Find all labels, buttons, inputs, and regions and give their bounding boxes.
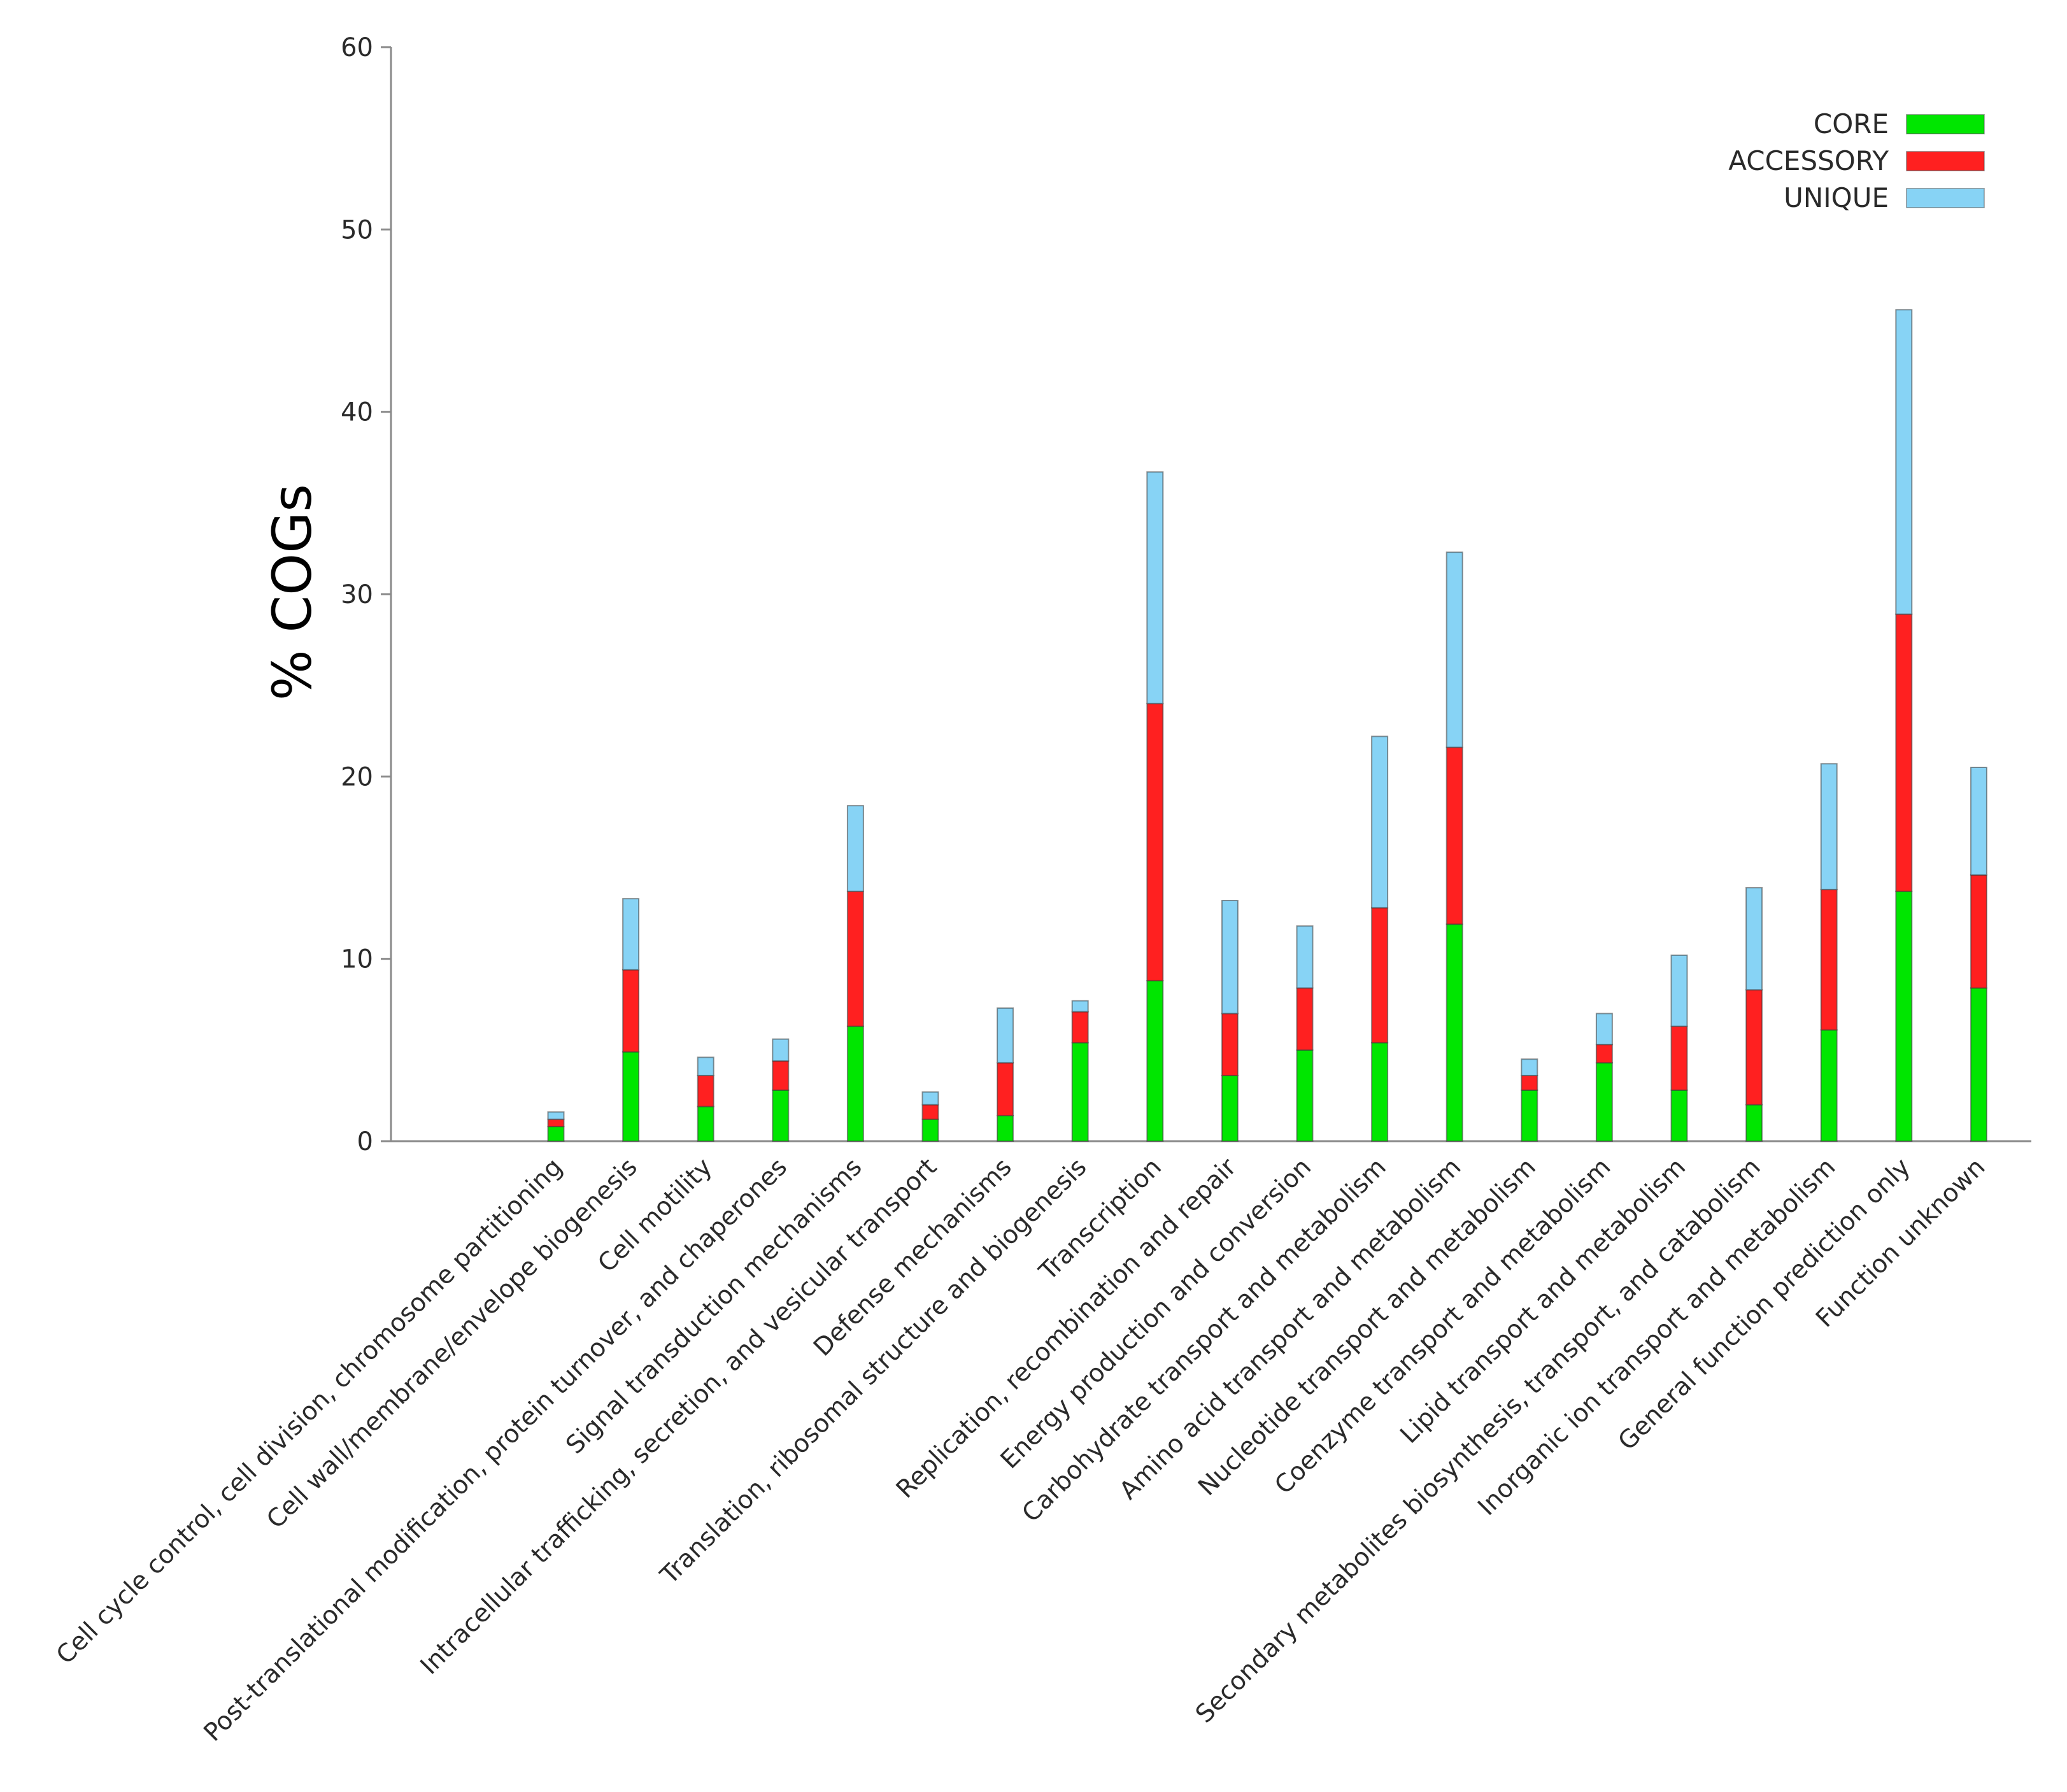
bar-segment-unique [547,1111,565,1120]
legend-swatch-core [1906,114,1985,134]
y-tick-label: 0 [357,1127,373,1156]
category-label: Inorganic ion transport and metabolism [1473,1153,1842,1521]
bar-segment-core [1970,987,1987,1142]
y-tick-label: 50 [341,215,373,245]
bar-segment-accessory [697,1074,714,1107]
bar-segment-core [1820,1029,1838,1142]
bar-segment-accessory [622,969,640,1053]
bar-segment-accessory [997,1062,1014,1116]
bar-segment-unique [1221,900,1239,1014]
bar-segment-unique [622,898,640,971]
bar-segment-unique [846,805,864,892]
bar-segment-core [1146,980,1164,1142]
bar-segment-core [1371,1042,1389,1142]
legend-swatch-unique [1906,188,1985,208]
bar-segment-core [1521,1089,1538,1142]
bar-segment-unique [1745,886,1763,991]
bar-segment-accessory [921,1104,939,1120]
bar-segment-accessory [1296,987,1314,1051]
bar-segment-unique [1970,767,1987,876]
bar-segment-unique [1296,925,1314,989]
bar-segment-core [846,1025,864,1142]
bar-segment-unique [921,1091,939,1106]
bars [547,309,1987,1142]
bar-segment-accessory [846,890,864,1027]
bar-segment-core [1595,1062,1613,1142]
y-axis-label: % COGs [261,484,323,700]
bar-segment-accessory [1521,1074,1538,1091]
bar-segment-unique [1895,309,1913,615]
bar-segment-accessory [1820,888,1838,1031]
bar-segment-unique [997,1007,1014,1063]
legend-label-unique: UNIQUE [1784,182,1889,213]
bar-segment-unique [1445,551,1463,748]
bar-segment-accessory [1970,874,1987,989]
bar-segment-core [921,1118,939,1142]
bar-segment-unique [1371,736,1389,909]
bar-segment-core [1221,1074,1239,1142]
y-axis: 0 10 20 30 40 50 60 [341,33,392,1156]
y-tick-label: 60 [341,33,373,62]
bar-segment-unique [1670,954,1688,1027]
bar-segment-accessory [1221,1013,1239,1076]
y-tick-label: 40 [341,398,373,427]
bar-segment-accessory [1445,746,1463,925]
bar-segment-core [697,1106,714,1142]
bar-segment-unique [1820,763,1838,890]
bar-segment-accessory [1146,702,1164,982]
bar-segment-unique [772,1038,790,1062]
bar-segment-core [622,1051,640,1142]
bar-segment-core [1296,1049,1314,1142]
bar-segment-core [1670,1089,1688,1142]
bar-segment-unique [1521,1058,1538,1076]
bar-segment-core [1745,1104,1763,1142]
category-labels: Cell cycle control, cell division, chrom… [51,1153,1991,1747]
category-label: Replication, recombination and repair [891,1153,1242,1504]
legend-label-core: CORE [1814,108,1889,139]
category-label: Secondary metabolites biosynthesis, tran… [1190,1153,1766,1728]
y-tick-label: 30 [341,580,373,609]
legend-label-accessory: ACCESSORY [1728,145,1889,176]
bar-segment-accessory [1895,613,1913,892]
bar-segment-accessory [1670,1025,1688,1091]
y-tick-label: 20 [341,762,373,792]
legend-swatch-accessory [1906,151,1985,171]
y-tick-label: 10 [341,945,373,974]
bar-segment-core [1071,1042,1089,1142]
legend: CORE ACCESSORY UNIQUE [1728,108,1985,213]
bar-segment-accessory [1371,907,1389,1044]
bar-segment-unique [697,1056,714,1076]
bar-segment-core [1445,923,1463,1142]
bar-segment-accessory [772,1060,790,1091]
bar-segment-core [1895,890,1913,1142]
bar-segment-unique [1071,1000,1089,1013]
bar-segment-accessory [1745,989,1763,1106]
bar-segment-core [997,1114,1014,1142]
bar-segment-core [772,1089,790,1142]
bar-segment-core [547,1126,565,1142]
bar-segment-accessory [1071,1011,1089,1044]
category-label: Amino acid transport and metabolism [1114,1153,1467,1505]
bar-segment-accessory [547,1118,565,1128]
bar-segment-accessory [1595,1044,1613,1063]
bar-segment-unique [1595,1013,1613,1046]
bar-segment-unique [1146,471,1164,704]
